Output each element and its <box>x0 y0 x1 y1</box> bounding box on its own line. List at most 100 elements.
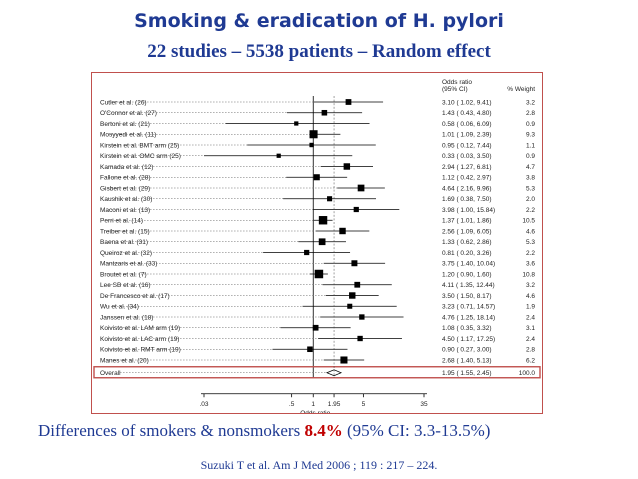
study-name: Manes et al. (20) <box>100 357 149 364</box>
study-weight-text: 5.3 <box>526 185 535 192</box>
study-row: Bertoni et al. (21) 0.58 ( 0.06, 6.09) 0.9 <box>100 121 535 128</box>
study-weight-text: 4.6 <box>526 228 535 235</box>
study-weight-text: 2.0 <box>526 196 535 203</box>
study-ci-text: 1.12 ( 0.42, 2.97) <box>442 175 492 182</box>
study-row: Kirstein et al. OMC arm (25) 0.33 ( 0.03,… <box>100 153 535 160</box>
study-weight-text: 0.9 <box>526 121 535 128</box>
study-row: Janssen et al. (18) 4.76 ( 1.25, 18.14) 2.… <box>100 314 535 321</box>
study-name: Wu et al. (34) <box>100 304 139 311</box>
study-name: Mosyyedi et al. (11) <box>100 132 156 139</box>
study-ci-text: 1.43 ( 0.43, 4.80) <box>442 110 492 117</box>
forest-plot-frame: Odds ratio (95% CI)% Weight Cutler et al.… <box>91 72 543 414</box>
study-name: Kamada et al. (12) <box>100 164 153 171</box>
study-weight-text: 2.2 <box>526 207 535 214</box>
study-ci-text: 3.98 ( 1.00, 15.84) <box>442 207 495 214</box>
study-name: Koivisto et al. LAM arm (19) <box>100 325 180 332</box>
study-name: Koivisto et al. LAC arm (19) <box>100 336 179 343</box>
study-weight-square <box>343 163 351 170</box>
x-tick-label: 1.95 <box>328 401 341 408</box>
study-weight-text: 5.3 <box>526 239 535 246</box>
study-weight-text: 2.2 <box>526 250 535 257</box>
differences-statement: Differences of smokers & nonsmokers 8.4%… <box>38 421 628 441</box>
study-name: Janssen et al. (18) <box>100 314 153 321</box>
study-row: Broutet et al. (7) 1.20 ( 0.90, 1.60) 10.8 <box>100 269 535 279</box>
study-ci-text: 1.01 ( 1.09, 2.39) <box>442 132 492 139</box>
study-row: Koivisto et al. RMT arm (19) 0.90 ( 0.27,… <box>100 346 535 354</box>
study-ci-text: 1.37 ( 1.01, 1.86) <box>442 218 492 225</box>
study-weight-square <box>347 303 353 309</box>
study-row: Maconi et al. (13) 3.98 ( 1.00, 15.84) 2.2 <box>100 207 535 214</box>
study-name: Perri et al. (14) <box>100 218 143 225</box>
study-weight-square <box>359 314 365 320</box>
study-weight-text: 4.6 <box>526 293 535 300</box>
or-header-line2: (95% CI) <box>442 86 468 93</box>
study-weight-square <box>312 324 319 331</box>
study-ci-text: 2.56 ( 1.09, 6.05) <box>442 228 492 235</box>
study-weight-text: 10.5 <box>522 218 535 225</box>
study-ci-text: 3.50 ( 1.50, 8.17) <box>442 293 492 300</box>
study-name: Treiber et al. (15) <box>100 228 150 235</box>
x-tick-label: 35 <box>420 401 428 408</box>
study-row: Wu et al. (34) 3.23 ( 0.71, 14.57) 1.9 <box>100 304 535 311</box>
study-row: Koivisto et al. LAM arm (19) 1.08 ( 0.35,… <box>100 324 535 332</box>
overall-highlight-box <box>93 366 541 379</box>
citation: Suzuki T et al. Am J Med 2006 ; 119 : 21… <box>200 458 438 472</box>
study-row: Treiber et al. (15) 2.56 ( 1.09, 6.05) 4.6 <box>100 227 535 235</box>
x-axis-label: Odds ratio <box>300 410 330 414</box>
study-weight-text: 9.3 <box>526 132 535 139</box>
study-weight-text: 1.9 <box>526 304 535 311</box>
study-weight-square <box>309 130 318 139</box>
study-weight-square <box>353 206 359 213</box>
study-name: Mantzaris et al. (33) <box>100 261 157 268</box>
differences-ci: (95% CI: 3.3-13.5%) <box>346 421 491 440</box>
study-row: Kamada et al. (12) 2.94 ( 1.27, 6.81) 4.7 <box>100 163 535 171</box>
study-name: Cutler et al. (26) <box>100 99 147 106</box>
study-ci-text: 3.75 ( 1.40, 10.04) <box>442 261 495 268</box>
study-name: De Francesco et al. (17) <box>100 293 170 300</box>
study-weight-square <box>357 184 365 192</box>
study-name: Kaushik et al. (30) <box>100 196 152 203</box>
study-weight-text: 3.1 <box>526 325 535 332</box>
study-weight-square <box>351 260 358 267</box>
study-row: Queiroz et al. (32) 0.81 ( 0.20, 3.26) 2.2 <box>100 250 535 257</box>
study-weight-text: 3.8 <box>526 175 535 182</box>
study-name: Koivisto et al. RMT arm (19) <box>100 347 181 354</box>
study-weight-square <box>340 356 348 364</box>
study-row: Cutler et al. (26) 3.10 ( 1.02, 9.41) 3.2 <box>100 99 535 106</box>
overall-weight-text: 100.0 <box>519 370 536 377</box>
study-row: Mosyyedi et al. (11) 1.01 ( 1.09, 2.39) 9.… <box>100 130 535 139</box>
study-weight-square <box>314 269 324 279</box>
study-row: Baena et al. (31) 1.33 ( 0.62, 2.86) 5.3 <box>100 238 535 246</box>
study-ci-text: 0.81 ( 0.20, 3.26) <box>442 250 492 257</box>
study-weight-square <box>304 249 310 256</box>
study-ci-text: 2.94 ( 1.27, 6.81) <box>442 164 492 171</box>
study-name: Kirstein et al. BMT arm (25) <box>100 142 179 149</box>
study-row: Kirstein et al. BMT arm (25) 0.95 ( 0.12,… <box>100 142 535 149</box>
or-header-line1: Odds ratio <box>442 79 472 86</box>
study-row: Mantzaris et al. (33) 3.75 ( 1.40, 10.04)… <box>100 260 535 268</box>
study-row: Fallone et al. (28) 1.12 ( 0.42, 2.97) 3.8 <box>100 174 535 182</box>
study-weight-square <box>354 281 361 288</box>
study-weight-square <box>309 142 314 148</box>
overall-ci-text: 1.95 ( 1.55, 2.45) <box>442 370 492 377</box>
x-tick-label: .5 <box>289 401 295 408</box>
study-weight-text: 2.4 <box>526 336 535 343</box>
forest-plot: Odds ratio(95% CI)% Weight Cutler et al.… <box>93 79 541 414</box>
overall-row: Overall 1.95 ( 1.55, 2.45) 100.0 <box>93 96 541 379</box>
study-weight-text: 6.2 <box>526 357 535 364</box>
differences-prefix: Differences of smokers & nonsmokers <box>38 421 301 440</box>
study-weight-text: 3.6 <box>526 261 535 268</box>
study-ci-text: 3.23 ( 0.71, 14.57) <box>442 304 495 311</box>
study-ci-text: 4.11 ( 1.35, 12.44) <box>442 282 495 289</box>
study-weight-text: 0.9 <box>526 153 535 160</box>
overall-diamond <box>325 369 343 377</box>
study-row: Gisbert et al. (29) 4.64 ( 2.16, 9.96) 5.3 <box>100 184 535 192</box>
study-weight-square <box>345 99 352 105</box>
study-weight-square <box>276 153 281 158</box>
study-weight-square <box>313 174 320 181</box>
study-ci-text: 1.20 ( 0.90, 1.60) <box>442 271 492 278</box>
study-name: Broutet et al. (7) <box>100 271 147 278</box>
study-weight-square <box>294 121 299 126</box>
study-ci-text: 1.69 ( 0.38, 7.50) <box>442 196 492 203</box>
study-weight-text: 3.2 <box>526 99 535 106</box>
